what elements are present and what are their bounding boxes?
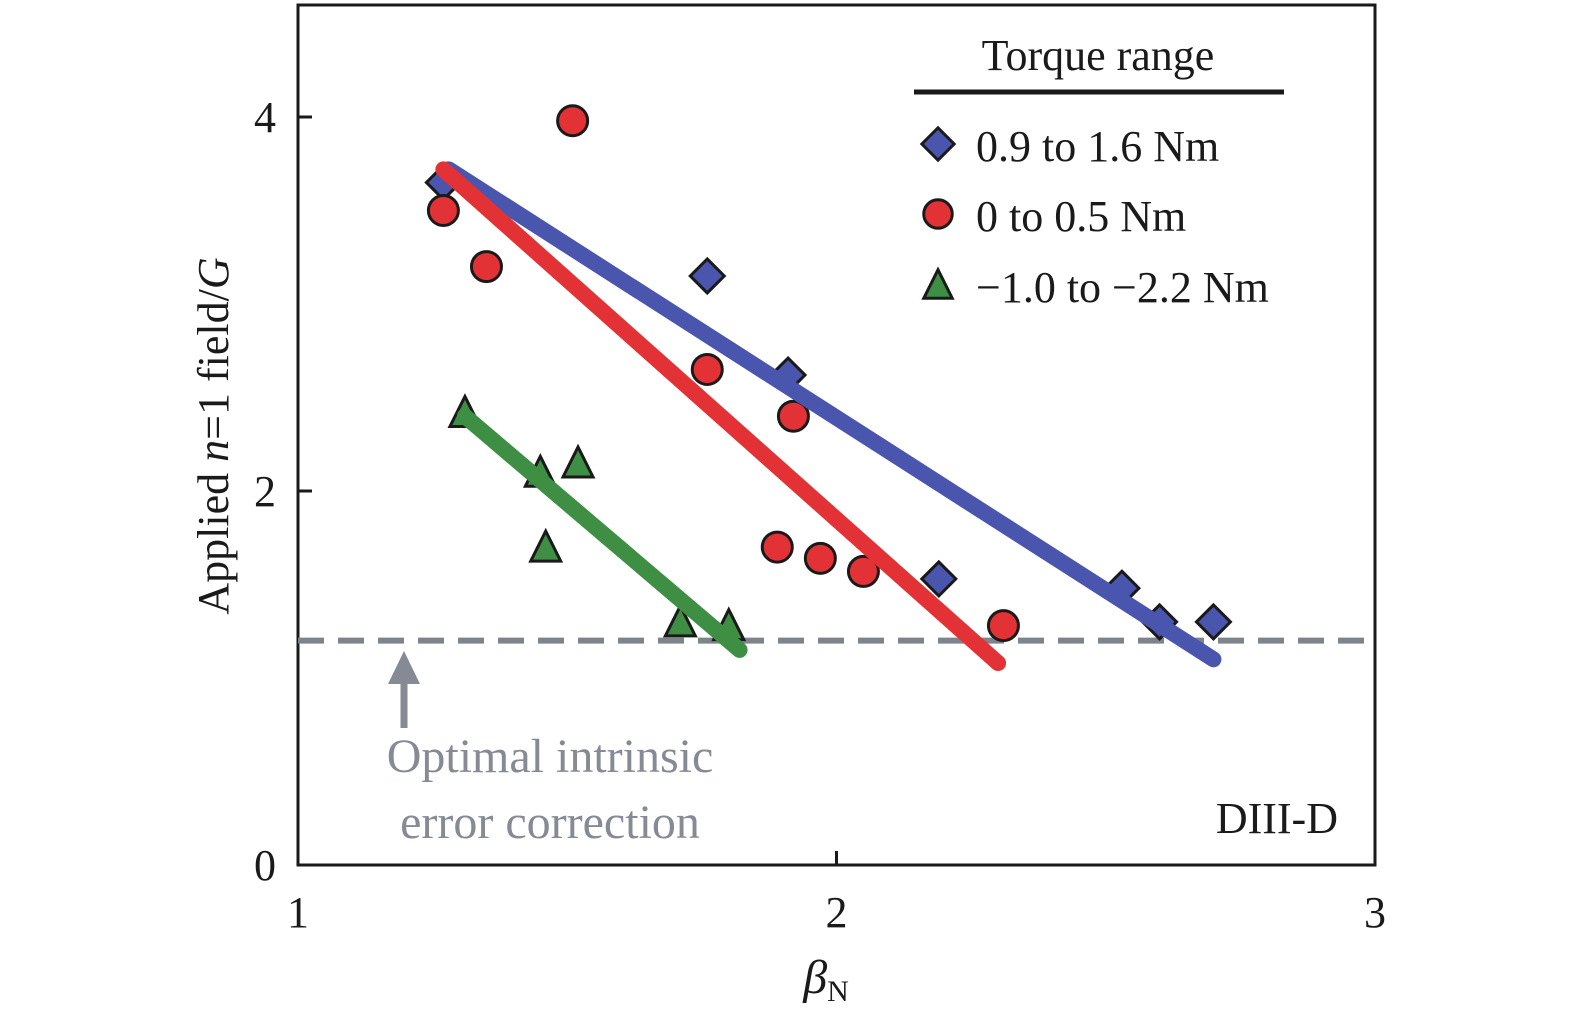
circle-data-point <box>469 250 503 284</box>
legend-title: Torque range <box>982 31 1215 80</box>
triangle-series-fit-line <box>456 408 748 658</box>
diamond-data-point <box>919 559 958 599</box>
diamond-series-fit-line <box>440 161 1222 668</box>
circle-data-point <box>986 609 1020 643</box>
legend-triangle-marker <box>921 266 955 300</box>
y-axis-title-part-1: Applied <box>189 462 238 615</box>
legend: Torque range 0.9 to 1.6 Nm 0 to 0.5 Nm −1.… <box>914 31 1284 312</box>
circle-data-point <box>776 399 810 433</box>
x-axis: 1 2 3 <box>287 851 1386 937</box>
circle-data-point <box>760 530 794 564</box>
circle-data-point <box>426 194 460 227</box>
fit-lines <box>435 161 1222 672</box>
y-tick-label: 0 <box>254 841 276 890</box>
y-axis-title-part-4: G <box>189 257 238 289</box>
diamond-data-point <box>688 256 727 296</box>
x-tick-label: 1 <box>287 888 309 937</box>
y-axis-title: Applied n=1 field/G <box>189 257 238 614</box>
circle-series-fit-line <box>435 161 1007 672</box>
legend-entry-label: 0.9 to 1.6 Nm <box>976 122 1219 171</box>
annotation-line-2: error correction <box>400 796 700 849</box>
x-axis-title: βN <box>802 951 849 1008</box>
annotation-arrow-head <box>388 651 420 684</box>
diamond-data-point <box>1194 602 1233 642</box>
y-tick-label: 2 <box>254 467 276 516</box>
device-tag: DIII-D <box>1216 794 1338 843</box>
x-axis-title-symbol: β <box>802 951 827 1004</box>
x-tick-label: 3 <box>1364 888 1386 937</box>
circle-data-point <box>556 104 590 138</box>
y-axis-title-part-3: =1 field/ <box>189 288 238 439</box>
triangle-data-point <box>560 443 596 479</box>
annotation-line-1: Optimal intrinsic <box>387 730 714 783</box>
circle-data-point <box>846 554 880 588</box>
x-axis-title-subscript: N <box>827 975 849 1008</box>
triangle-data-point <box>662 602 698 638</box>
y-tick-label: 4 <box>254 93 276 142</box>
circle-data-point <box>690 352 724 386</box>
optimal-correction-annotation: Optimal intrinsic error correction <box>387 651 714 849</box>
circle-data-point <box>803 541 837 575</box>
legend-entries: 0.9 to 1.6 Nm 0 to 0.5 Nm −1.0 to −2.2 Nm <box>919 122 1269 312</box>
y-axis-title-part-2: n <box>189 440 238 462</box>
legend-entry-label: 0 to 0.5 Nm <box>976 192 1186 241</box>
x-tick-label: 2 <box>826 888 848 937</box>
data-points <box>424 104 1233 643</box>
triangle-data-point <box>528 527 564 563</box>
legend-diamond-marker <box>919 125 957 163</box>
legend-entry-label: −1.0 to −2.2 Nm <box>976 263 1269 312</box>
y-axis: 0 2 4 <box>254 93 312 890</box>
legend-circle-marker <box>922 198 954 230</box>
